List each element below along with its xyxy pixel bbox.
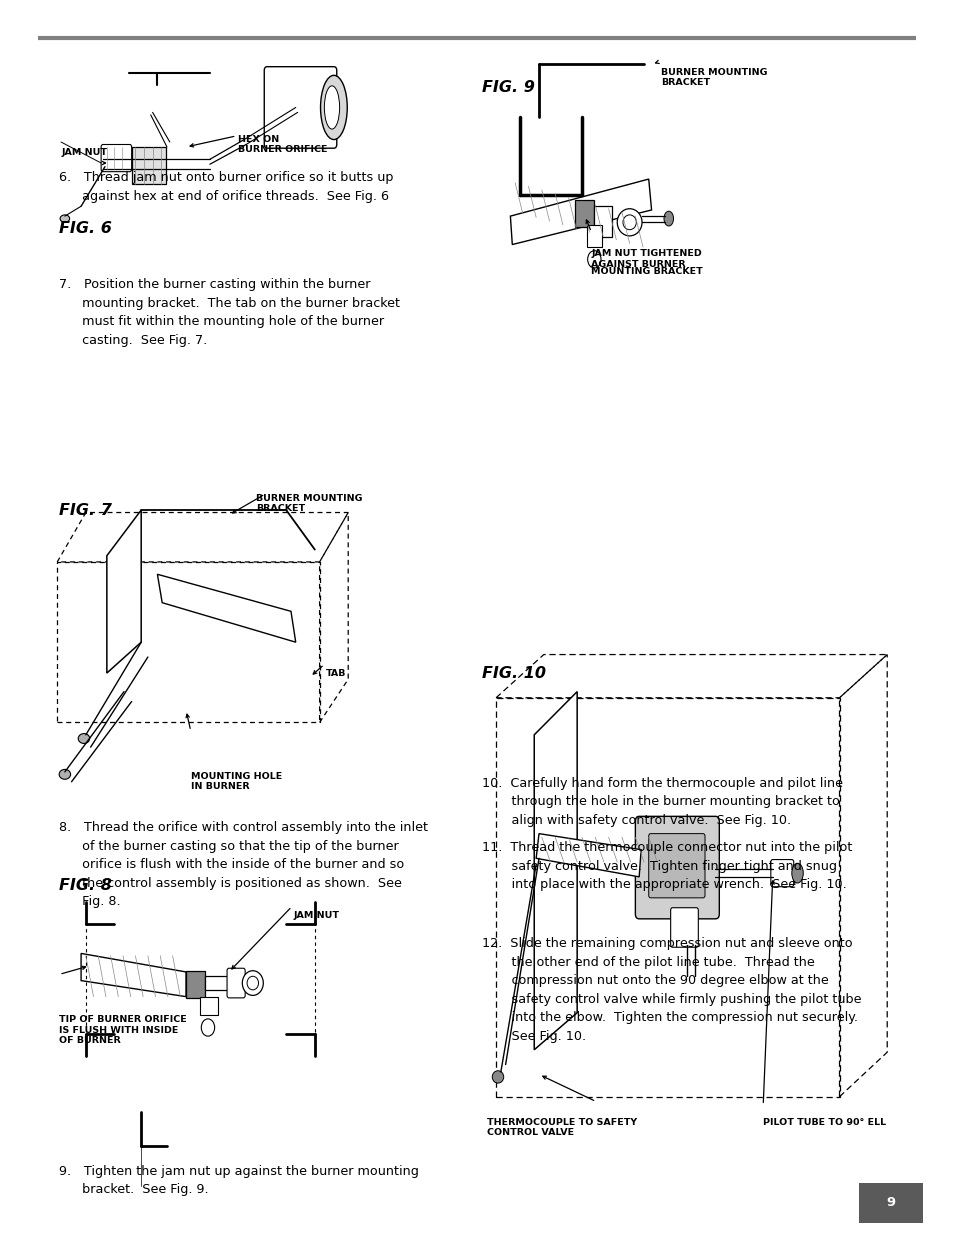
- FancyBboxPatch shape: [586, 225, 601, 247]
- FancyBboxPatch shape: [200, 997, 217, 1015]
- Text: BURNER MOUNTING
BRACKET: BURNER MOUNTING BRACKET: [660, 68, 767, 88]
- Ellipse shape: [78, 734, 90, 743]
- Text: TIP OF BURNER ORIFICE
IS FLUSH WITH INSIDE
OF BURNER: TIP OF BURNER ORIFICE IS FLUSH WITH INSI…: [59, 1015, 187, 1045]
- FancyBboxPatch shape: [132, 147, 166, 184]
- Polygon shape: [157, 574, 295, 642]
- Ellipse shape: [324, 86, 339, 128]
- Text: 9.  Tighten the jam nut up against the burner mounting
    bracket.  See Fig. 9.: 9. Tighten the jam nut up against the bu…: [59, 1165, 418, 1197]
- Ellipse shape: [60, 215, 70, 222]
- FancyBboxPatch shape: [594, 206, 611, 237]
- Text: 6.  Thread jam nut onto burner orifice so it butts up
    against hex at end of : 6. Thread jam nut onto burner orifice so…: [59, 170, 394, 203]
- FancyBboxPatch shape: [858, 1183, 923, 1223]
- Text: HEX ON
BURNER ORIFICE: HEX ON BURNER ORIFICE: [238, 135, 328, 154]
- Ellipse shape: [587, 251, 600, 268]
- Ellipse shape: [663, 211, 673, 226]
- FancyBboxPatch shape: [264, 67, 336, 148]
- FancyBboxPatch shape: [575, 200, 594, 227]
- FancyBboxPatch shape: [186, 971, 205, 998]
- Text: FIG. 10: FIG. 10: [481, 666, 545, 680]
- Ellipse shape: [320, 75, 347, 140]
- Text: 11.  Thread the thermocouple connector nut into the pilot
     safety control va: 11. Thread the thermocouple connector nu…: [481, 841, 851, 890]
- Text: FIG. 6: FIG. 6: [59, 221, 112, 236]
- FancyBboxPatch shape: [648, 834, 704, 898]
- Text: 7.  Position the burner casting within the burner
    mounting bracket.  The tab: 7. Position the burner casting within th…: [59, 279, 399, 347]
- Text: FIG. 8: FIG. 8: [59, 878, 112, 893]
- FancyBboxPatch shape: [205, 976, 229, 990]
- Text: BURNER MOUNTING
BRACKET: BURNER MOUNTING BRACKET: [255, 494, 362, 514]
- Text: 9: 9: [885, 1197, 895, 1209]
- Text: FIG. 9: FIG. 9: [481, 80, 534, 95]
- Polygon shape: [81, 953, 186, 997]
- Text: PILOT TUBE TO 90° ELL: PILOT TUBE TO 90° ELL: [762, 1118, 885, 1126]
- Text: 10.  Carefully hand form the thermocouple and pilot line
     through the hole i: 10. Carefully hand form the thermocouple…: [481, 777, 841, 826]
- Polygon shape: [536, 834, 640, 877]
- Text: TAB: TAB: [326, 669, 346, 678]
- Text: 12.  Slide the remaining compression nut and sleeve onto
     the other end of t: 12. Slide the remaining compression nut …: [481, 937, 861, 1042]
- Text: JAM NUT TIGHTENED
AGAINST BURNER: JAM NUT TIGHTENED AGAINST BURNER: [591, 249, 701, 269]
- Ellipse shape: [247, 976, 258, 990]
- Ellipse shape: [492, 1071, 503, 1083]
- FancyBboxPatch shape: [227, 968, 245, 998]
- Text: JAM NUT: JAM NUT: [61, 148, 107, 157]
- Text: FIG. 7: FIG. 7: [59, 503, 112, 517]
- FancyBboxPatch shape: [635, 816, 719, 919]
- Ellipse shape: [201, 1019, 214, 1036]
- FancyBboxPatch shape: [101, 144, 132, 172]
- FancyBboxPatch shape: [670, 908, 698, 947]
- Text: MOUNTING BRACKET: MOUNTING BRACKET: [591, 267, 702, 275]
- Text: THERMOCOUPLE TO SAFETY
CONTROL VALVE: THERMOCOUPLE TO SAFETY CONTROL VALVE: [486, 1118, 636, 1137]
- Ellipse shape: [791, 863, 802, 883]
- Polygon shape: [510, 179, 651, 245]
- Ellipse shape: [294, 103, 305, 112]
- Text: MOUNTING HOLE
IN BURNER: MOUNTING HOLE IN BURNER: [191, 772, 282, 792]
- Text: 8.  Thread the orifice with control assembly into the inlet
    of the burner ca: 8. Thread the orifice with control assem…: [59, 821, 428, 908]
- Polygon shape: [107, 510, 141, 673]
- Ellipse shape: [59, 769, 71, 779]
- Ellipse shape: [242, 971, 263, 995]
- Text: JAM NUT: JAM NUT: [294, 911, 339, 920]
- FancyBboxPatch shape: [770, 860, 793, 887]
- Ellipse shape: [622, 215, 636, 230]
- Polygon shape: [534, 692, 577, 1050]
- Ellipse shape: [617, 209, 641, 236]
